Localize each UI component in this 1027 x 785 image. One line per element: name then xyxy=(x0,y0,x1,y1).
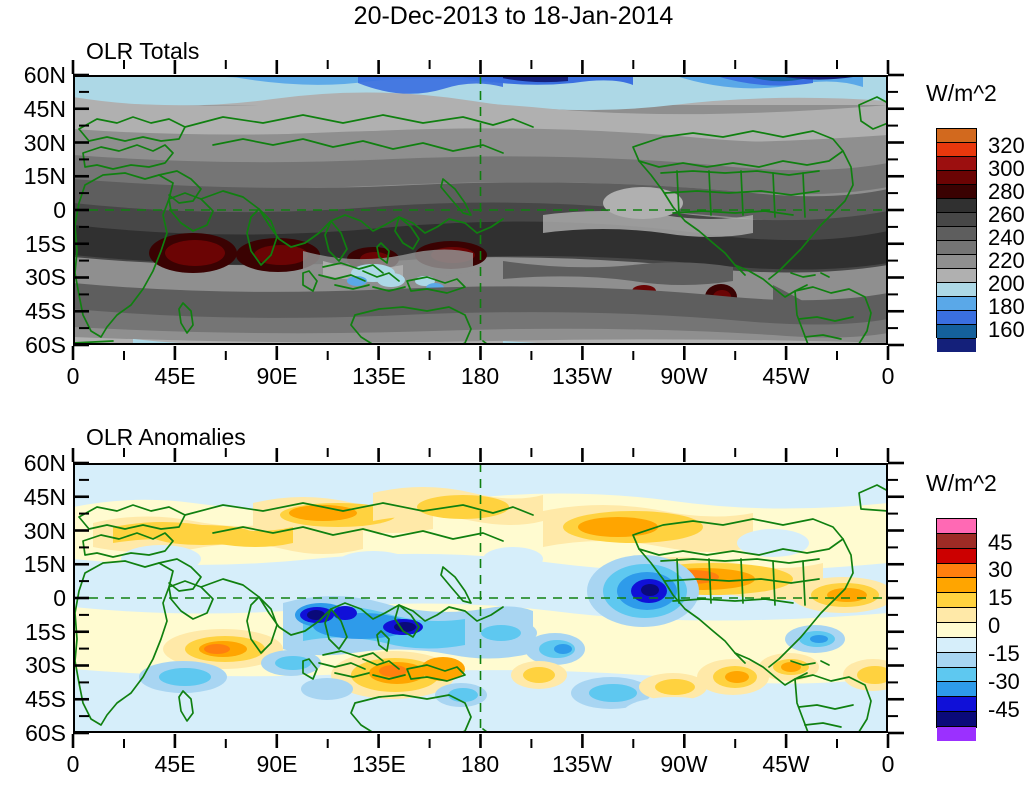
colorbar-label-240: 240 xyxy=(988,225,1025,250)
colorbar-band-3 xyxy=(937,563,976,579)
colorbar-label-neg15: -15 xyxy=(988,641,1020,666)
x-tick-135w-anomalies: 135W xyxy=(551,751,613,777)
panel-olr-totals: OLR Totals xyxy=(23,38,1025,389)
y-tick-0-anomalies: 0 xyxy=(53,585,66,611)
x-tick-45w-totals: 45W xyxy=(762,363,810,389)
colorbar-band-1 xyxy=(937,143,976,157)
colorbar-label-300: 300 xyxy=(988,156,1025,181)
colorbar-band-2 xyxy=(937,548,976,564)
colorbar-title-totals: W/m^2 xyxy=(926,80,997,106)
colorbar-band-13 xyxy=(937,311,976,325)
y-tick-60n-totals: 60N xyxy=(23,62,66,88)
colorbar-label-200: 200 xyxy=(988,271,1025,296)
colorbar-band-9 xyxy=(937,652,976,668)
colorbar-band-9 xyxy=(937,255,976,269)
colorbar-band-3 xyxy=(937,171,976,185)
y-tick-45s-totals: 45S xyxy=(25,298,66,324)
colorbar-band-11 xyxy=(937,682,976,698)
panel-olr-anomalies: OLR Anomalies xyxy=(0,388,1027,785)
colorbar-label-0: 0 xyxy=(988,613,1001,638)
colorbar-band-10 xyxy=(937,667,976,683)
colorbar-label-220: 220 xyxy=(988,248,1025,273)
x-tick-90e-totals: 90E xyxy=(256,363,298,389)
colorbar-label-neg30: -30 xyxy=(988,669,1020,694)
colorbar-band-8 xyxy=(937,241,976,255)
colorbar-band-5 xyxy=(937,593,976,609)
panel-title-anomalies: OLR Anomalies xyxy=(86,424,246,450)
x-tick-180-anomalies: 180 xyxy=(460,751,500,777)
y-tick-60n-anomalies: 60N xyxy=(23,450,66,476)
colorbar-band-7 xyxy=(937,623,976,638)
colorbar-band-6 xyxy=(937,608,976,624)
y-tick-30n-totals: 30N xyxy=(23,130,66,156)
colorbar-band-13 xyxy=(937,712,976,728)
colorbar-label-15: 15 xyxy=(988,585,1013,610)
colorbar-band-11 xyxy=(937,283,976,297)
y-tick-30n-anomalies: 30N xyxy=(23,518,66,544)
colorbar-band-14 xyxy=(937,325,976,339)
colorbar-band-1 xyxy=(937,533,976,549)
colorbar-swatches-anomalies xyxy=(936,518,977,741)
colorbar-band-2 xyxy=(937,157,976,171)
y-tick-45n-totals: 45N xyxy=(23,96,66,122)
colorbar-label-45: 45 xyxy=(988,530,1013,555)
colorbar-band-4 xyxy=(937,578,976,594)
colorbar-label-320: 320 xyxy=(988,133,1025,158)
colorbar-band-8 xyxy=(937,637,976,653)
x-tick-90w-anomalies: 90W xyxy=(660,751,708,777)
colorbar-band-10 xyxy=(937,269,976,283)
y-tick-45n-anomalies: 45N xyxy=(23,484,66,510)
x-tick-360-anomalies: 0 xyxy=(881,751,895,777)
colorbar-label-280: 280 xyxy=(988,179,1025,204)
page-title: 20-Dec-2013 to 18-Jan-2014 xyxy=(353,2,674,30)
x-tick-135w-totals: 135W xyxy=(551,363,613,389)
colorbar-label-30: 30 xyxy=(988,557,1013,582)
colorbar-band-4 xyxy=(937,185,976,199)
panel-title-totals: OLR Totals xyxy=(86,38,200,64)
y-tick-30s-totals: 30S xyxy=(25,264,66,290)
x-tick-180-totals: 180 xyxy=(460,363,500,389)
x-tick-0-totals: 0 xyxy=(66,363,80,389)
map-olr-totals xyxy=(73,75,888,345)
colorbar-band-14 xyxy=(937,727,976,741)
colorbar-band-5 xyxy=(937,199,976,213)
axis-ticks-anomalies xyxy=(71,448,904,748)
colorbar-band-12 xyxy=(937,697,976,713)
colorbar-title-anomalies: W/m^2 xyxy=(926,470,997,496)
y-tick-0-totals: 0 xyxy=(53,197,66,223)
colorbar-band-7 xyxy=(937,227,976,241)
x-tick-360-totals: 0 xyxy=(881,363,895,389)
colorbar-label-260: 260 xyxy=(988,202,1025,227)
y-tick-15s-anomalies: 15S xyxy=(25,619,66,645)
map-olr-anomalies xyxy=(73,463,888,733)
x-tick-45e-totals: 45E xyxy=(154,363,196,389)
colorbar-band-6 xyxy=(937,213,976,227)
colorbar-band-15 xyxy=(937,339,976,352)
x-tick-45w-anomalies: 45W xyxy=(762,751,810,777)
y-tick-30s-anomalies: 30S xyxy=(25,652,66,678)
x-tick-0-anomalies: 0 xyxy=(66,751,80,777)
y-tick-60s-totals: 60S xyxy=(25,332,66,358)
y-tick-15s-totals: 15S xyxy=(25,231,66,257)
axis-ticks-totals xyxy=(71,60,904,360)
map-canvas-anomalies xyxy=(73,463,888,733)
y-tick-15n-totals: 15N xyxy=(23,163,66,189)
y-tick-60s-anomalies: 60S xyxy=(25,720,66,746)
y-tick-45s-anomalies: 45S xyxy=(25,686,66,712)
x-tick-135e-anomalies: 135E xyxy=(352,751,406,777)
colorbar-label-160: 160 xyxy=(988,317,1025,342)
colorbar-band-12 xyxy=(937,297,976,311)
colorbar-swatches-totals xyxy=(936,128,977,352)
x-tick-90w-totals: 90W xyxy=(660,363,708,389)
colorbar-band-0 xyxy=(937,519,976,534)
colorbar-band-0 xyxy=(937,129,976,143)
y-tick-15n-anomalies: 15N xyxy=(23,551,66,577)
colorbar-label-neg45: -45 xyxy=(988,697,1020,722)
map-canvas-totals xyxy=(73,75,888,345)
x-tick-45e-anomalies: 45E xyxy=(154,751,196,777)
x-tick-135e-totals: 135E xyxy=(352,363,406,389)
colorbar-label-180: 180 xyxy=(988,294,1025,319)
x-tick-90e-anomalies: 90E xyxy=(256,751,298,777)
